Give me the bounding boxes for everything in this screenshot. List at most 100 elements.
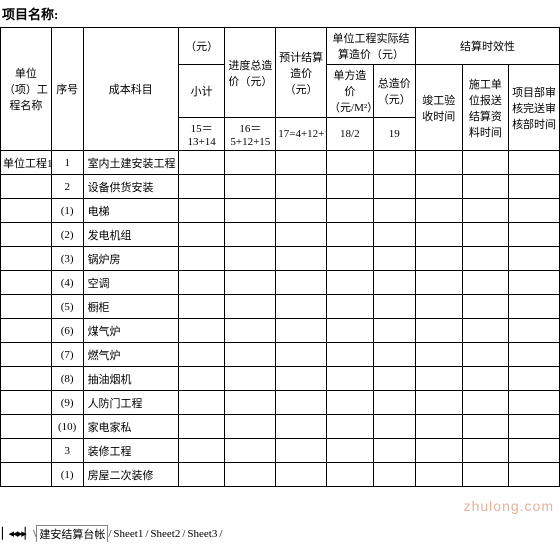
col-complete-time: 竣工验收时间 bbox=[415, 65, 462, 151]
cell bbox=[327, 319, 374, 343]
cell bbox=[373, 247, 415, 271]
table-row: (2)发电机组 bbox=[1, 223, 560, 247]
tab-sheet3[interactable]: Sheet3 bbox=[185, 528, 219, 540]
cell: 橱柜 bbox=[83, 295, 178, 319]
table-row: (9)人防门工程 bbox=[1, 391, 560, 415]
cell bbox=[1, 247, 52, 271]
cell bbox=[373, 175, 415, 199]
cell bbox=[327, 223, 374, 247]
cell: (7) bbox=[51, 343, 83, 367]
formula-19: 19 bbox=[373, 118, 415, 151]
cell bbox=[178, 391, 225, 415]
table-row: (4)空调 bbox=[1, 271, 560, 295]
cell bbox=[373, 295, 415, 319]
sheet-tabs: ▏◂ ◂ ▸ ▸▏ \ 建安结算台帐 / Sheet1 / Sheet2 / S… bbox=[2, 525, 222, 542]
cell: 1 bbox=[51, 151, 83, 175]
cell bbox=[1, 319, 52, 343]
cell bbox=[509, 151, 560, 175]
col-audit-time: 项目部审核完送审核部时间 bbox=[509, 65, 560, 151]
cell: (1) bbox=[51, 199, 83, 223]
cell bbox=[509, 439, 560, 463]
cell bbox=[225, 151, 276, 175]
cell bbox=[415, 439, 462, 463]
cell bbox=[1, 223, 52, 247]
cell: (6) bbox=[51, 319, 83, 343]
formula-18: 18/2 bbox=[327, 118, 374, 151]
cell bbox=[178, 415, 225, 439]
cell bbox=[178, 367, 225, 391]
col-timing: 结算时效性 bbox=[415, 28, 559, 65]
col-yuan: （元） bbox=[178, 28, 225, 65]
cell bbox=[415, 175, 462, 199]
cell: 单位工程1 bbox=[1, 151, 52, 175]
cell: (3) bbox=[51, 247, 83, 271]
table-row: (7)燃气炉 bbox=[1, 343, 560, 367]
cell bbox=[327, 271, 374, 295]
cell bbox=[462, 319, 509, 343]
cell: 抽油烟机 bbox=[83, 367, 178, 391]
cell bbox=[276, 199, 327, 223]
cell bbox=[178, 151, 225, 175]
cell bbox=[178, 295, 225, 319]
cell bbox=[225, 271, 276, 295]
col-unitprice: 单方造价（元/M²） bbox=[327, 65, 374, 118]
col-submit-time: 施工单位报送结算资料时间 bbox=[462, 65, 509, 151]
page-title: 项目名称: bbox=[0, 0, 560, 27]
cell bbox=[327, 415, 374, 439]
col-unit: 单位（项）工程名称 bbox=[1, 28, 52, 151]
formula-15: 15＝13+14 bbox=[178, 118, 225, 151]
cell bbox=[225, 391, 276, 415]
cell bbox=[1, 295, 52, 319]
cell bbox=[509, 271, 560, 295]
col-totalprice: 总造价（元） bbox=[373, 65, 415, 118]
cell bbox=[276, 463, 327, 487]
cell bbox=[225, 223, 276, 247]
cell bbox=[462, 415, 509, 439]
cell: 燃气炉 bbox=[83, 343, 178, 367]
cell bbox=[225, 295, 276, 319]
cell bbox=[276, 271, 327, 295]
tab-sheet1[interactable]: Sheet1 bbox=[111, 528, 145, 540]
cell bbox=[462, 391, 509, 415]
cell bbox=[462, 151, 509, 175]
cell bbox=[327, 175, 374, 199]
cell bbox=[276, 367, 327, 391]
main-table: 单位（项）工程名称 序号 成本科目 （元） 进度总造价（元） 预计结算造价（元）… bbox=[0, 27, 560, 487]
cell bbox=[327, 439, 374, 463]
cell bbox=[462, 463, 509, 487]
tab-main[interactable]: 建安结算台帐 bbox=[36, 525, 108, 542]
cell bbox=[415, 199, 462, 223]
cell bbox=[225, 439, 276, 463]
cell bbox=[225, 415, 276, 439]
cell: (2) bbox=[51, 223, 83, 247]
cell bbox=[178, 463, 225, 487]
table-row: (1)电梯 bbox=[1, 199, 560, 223]
cell: (1) bbox=[51, 463, 83, 487]
cell: 3 bbox=[51, 439, 83, 463]
cell bbox=[178, 199, 225, 223]
cell bbox=[225, 367, 276, 391]
cell bbox=[462, 199, 509, 223]
col-estimate: 预计结算造价（元） bbox=[276, 28, 327, 118]
cell bbox=[509, 343, 560, 367]
cell: 人防门工程 bbox=[83, 391, 178, 415]
cell: 空调 bbox=[83, 271, 178, 295]
cell bbox=[373, 391, 415, 415]
cell bbox=[415, 391, 462, 415]
cell bbox=[178, 223, 225, 247]
cell bbox=[462, 223, 509, 247]
cell bbox=[415, 151, 462, 175]
cell bbox=[1, 463, 52, 487]
cell bbox=[415, 247, 462, 271]
table-row: (3)锅炉房 bbox=[1, 247, 560, 271]
cell bbox=[415, 295, 462, 319]
cell bbox=[462, 295, 509, 319]
table-row: (5)橱柜 bbox=[1, 295, 560, 319]
tab-nav-icons[interactable]: ▏◂ ◂ ▸ ▸▏ bbox=[2, 527, 31, 540]
cell bbox=[327, 247, 374, 271]
cell bbox=[327, 343, 374, 367]
cell: (10) bbox=[51, 415, 83, 439]
cell bbox=[462, 175, 509, 199]
tab-sheet2[interactable]: Sheet2 bbox=[148, 528, 182, 540]
cell bbox=[225, 463, 276, 487]
